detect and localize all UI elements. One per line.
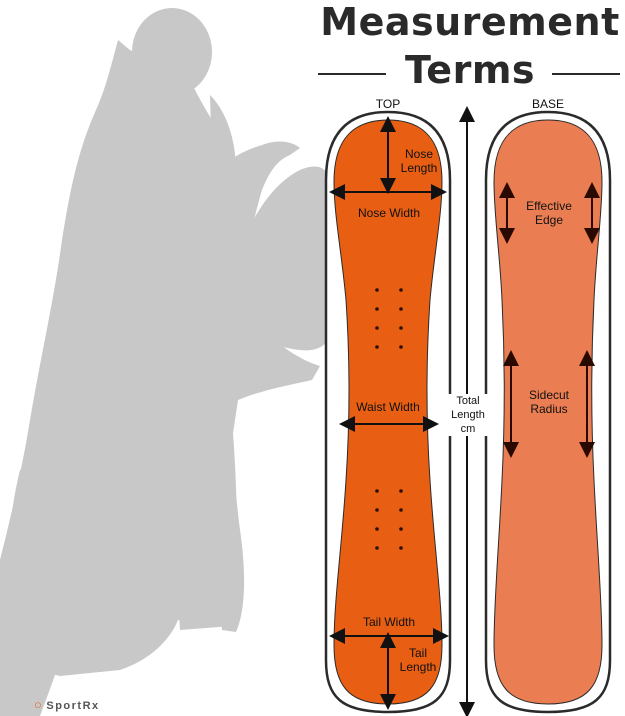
rider-silhouette: [0, 8, 330, 716]
tail-length-label: Tail Length: [394, 646, 442, 674]
effective-edge-label-line2: Edge: [534, 213, 564, 227]
nose-length-label-line1: Nose: [404, 147, 433, 161]
insert-holes-lower: [375, 489, 403, 550]
total-length-label: Total Length cm: [448, 394, 488, 436]
sidecut-radius-label-line1: Sidecut: [528, 388, 570, 402]
base-board: [484, 110, 612, 714]
total-length-label-line2: Length: [451, 409, 485, 421]
total-length-label-line1: Total: [456, 395, 480, 407]
base-panel-label: BASE: [531, 97, 564, 111]
sportrx-logo: ○ SportRx: [34, 697, 100, 712]
nose-width-label: Nose Width: [357, 206, 421, 220]
tail-length-label-line2: Length: [399, 660, 437, 674]
nose-length-label: Nose Length: [396, 147, 442, 175]
effective-edge-label: Effective Edge: [514, 199, 584, 227]
sidecut-radius-label-line2: Radius: [530, 402, 568, 416]
sidecut-radius-label: Sidecut Radius: [516, 388, 582, 416]
total-length-label-line3: cm: [460, 423, 476, 435]
title-line-1: Measurement: [320, 0, 620, 44]
nose-length-label-line2: Length: [400, 161, 438, 175]
effective-edge-label-line1: Effective: [526, 199, 572, 213]
top-panel-label: TOP: [375, 97, 401, 111]
sportrx-mark-icon: ○: [34, 697, 44, 712]
title-line-2: Terms: [404, 48, 536, 92]
waist-width-label: Waist Width: [356, 400, 420, 414]
base-board-fill: [493, 119, 603, 705]
insert-holes-upper: [375, 288, 403, 349]
logo-text: SportRx: [46, 700, 100, 712]
tail-length-label-line1: Tail: [408, 646, 427, 660]
top-board: [324, 110, 452, 714]
tail-width-label: Tail Width: [362, 615, 415, 629]
